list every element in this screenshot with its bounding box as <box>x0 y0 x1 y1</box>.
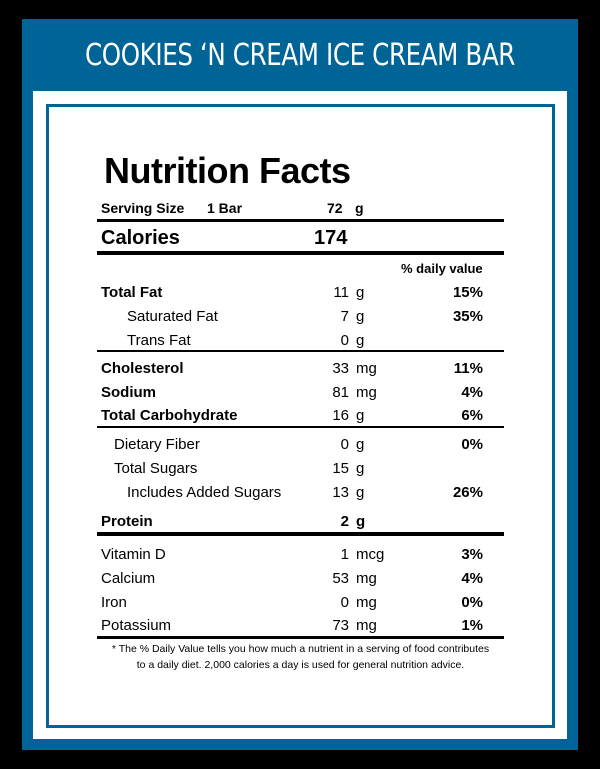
vitamin-row-potassium: Potassium 73 mg 1% <box>101 617 483 634</box>
daily-value-header: % daily value <box>401 261 483 276</box>
nutrient-row-dietary-fiber: Dietary Fiber 0 g 0% <box>114 436 483 453</box>
vitamin-row-iron: Iron 0 mg 0% <box>101 594 483 611</box>
nutrient-row-sodium: Sodium 81 mg 4% <box>101 384 483 401</box>
nutrient-row-cholesterol: Cholesterol 33 mg 11% <box>101 360 483 377</box>
calories-label: Calories <box>101 227 180 249</box>
daily-value-footnote: * The % Daily Value tells you how much a… <box>111 643 490 671</box>
calories-row: Calories 174 <box>101 227 501 251</box>
rule-serving <box>97 219 504 222</box>
vitamin-row-vitamin-d: Vitamin D 1 mcg 3% <box>101 546 483 563</box>
calories-value: 174 <box>314 227 348 249</box>
rule-fats <box>97 350 504 352</box>
nutrient-row-total-sugars: Total Sugars 15 g <box>114 460 365 477</box>
serving-size-row: Serving Size 1 Bar 72 g <box>101 200 364 216</box>
nutrient-row-saturated-fat: Saturated Fat 7 g 35% <box>127 308 483 325</box>
serving-size-value: 1 Bar <box>207 200 243 216</box>
nutrient-row-trans-fat: Trans Fat 0 g <box>127 332 365 349</box>
nutrient-row-total-carbohydrate: Total Carbohydrate 16 g 6% <box>101 407 483 424</box>
rule-carbs <box>97 426 504 428</box>
serving-size-label: Serving Size <box>101 200 185 216</box>
nutrient-row-total-fat: Total Fat 11 g 15% <box>101 284 483 301</box>
serving-unit: g <box>355 200 364 216</box>
rule-calories <box>97 251 504 255</box>
nutrient-row-added-sugars: Includes Added Sugars 13 g 26% <box>127 484 483 501</box>
rule-vitamins <box>97 636 504 639</box>
product-title: COOKIES ‘N CREAM ICE CREAM BAR <box>85 37 515 73</box>
serving-weight: 72 <box>327 200 343 216</box>
nutrition-facts-heading: Nutrition Facts <box>104 150 351 191</box>
nutrient-row-protein: Protein 2 g <box>101 513 366 530</box>
inner-blue-border <box>46 104 555 728</box>
rule-protein <box>97 532 504 536</box>
vitamin-row-calcium: Calcium 53 mg 4% <box>101 570 483 587</box>
